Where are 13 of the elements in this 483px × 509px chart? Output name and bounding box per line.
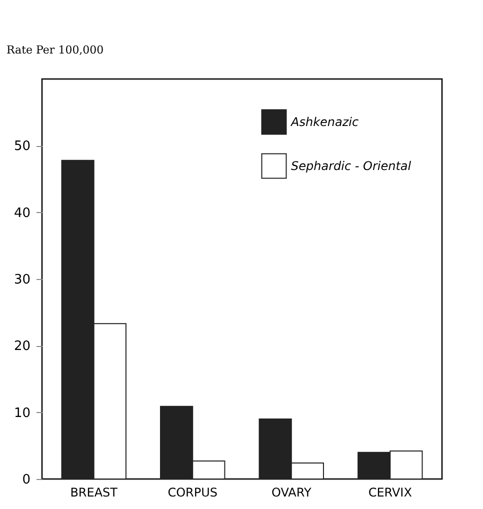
y-tick-label: 30 bbox=[14, 272, 30, 288]
y-tick-label: 20 bbox=[14, 339, 30, 354]
y-tick-label: 50 bbox=[14, 139, 30, 154]
y-tick-label: 40 bbox=[14, 206, 30, 221]
x-tick-label: CERVIX bbox=[368, 486, 412, 500]
y-axis-title: Rate Per 100,000 bbox=[6, 44, 104, 56]
x-tick-label: OVARY bbox=[271, 486, 312, 500]
y-tick-label: 10 bbox=[14, 406, 30, 421]
x-tick-label: CORPUS bbox=[168, 486, 218, 500]
legend-label: Ashkenazic bbox=[290, 115, 359, 129]
x-tick-label: BREAST bbox=[70, 486, 118, 500]
y-tick-label: 0 bbox=[22, 472, 30, 488]
legend-label: Sephardic - Oriental bbox=[291, 159, 412, 173]
